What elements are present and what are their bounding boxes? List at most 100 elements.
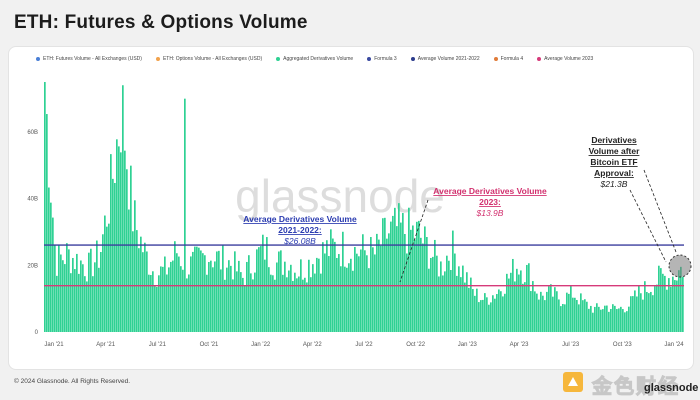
volume-bar (86, 281, 88, 332)
volume-bar (588, 308, 590, 332)
volume-bar (320, 273, 322, 332)
volume-bar (544, 300, 546, 332)
volume-bar (442, 275, 444, 332)
volume-bar (550, 284, 552, 332)
volume-bar (214, 261, 216, 332)
volume-bar (364, 250, 366, 332)
volume-bar (514, 281, 516, 332)
watermark-text: glassnode (235, 170, 445, 222)
volume-bar (412, 225, 414, 332)
volume-bar (182, 269, 184, 332)
volume-bar (104, 215, 106, 332)
volume-bar (54, 245, 56, 332)
volume-bar (288, 270, 290, 332)
volume-bar (650, 291, 652, 332)
volume-bar (272, 275, 274, 332)
volume-bar (566, 292, 568, 332)
legend-item[interactable]: ETH: Options Volume - All Exchanges (USD… (155, 56, 262, 62)
legend-swatch-icon (276, 57, 281, 61)
volume-bar (58, 244, 60, 332)
volume-bar (176, 253, 178, 332)
volume-bar (120, 152, 122, 332)
volume-bar (590, 305, 592, 332)
x-tick-label: Apr '22 (303, 342, 322, 348)
volume-bar (370, 237, 372, 332)
volume-bar (612, 304, 614, 332)
volume-bar (162, 266, 164, 332)
volume-bar (598, 306, 600, 332)
volume-bar (46, 114, 48, 332)
volume-bar (622, 309, 624, 332)
volume-bar (648, 293, 650, 332)
volume-bar (426, 237, 428, 332)
volume-bar (440, 261, 442, 332)
volume-bar (322, 242, 324, 332)
volume-bar (210, 260, 212, 332)
volume-bar (500, 291, 502, 332)
volume-bar (682, 276, 684, 332)
x-tick-label: Oct '21 (200, 342, 219, 348)
volume-bar (656, 284, 658, 332)
volume-bar (486, 297, 488, 332)
legend-item[interactable]: Formula 3 (367, 56, 397, 62)
volume-bar (138, 248, 140, 332)
volume-bar (122, 85, 124, 333)
volume-bar (384, 217, 386, 332)
legend-item[interactable]: Average Volume 2023 (537, 56, 593, 62)
volume-bar (416, 221, 418, 332)
volume-bar (208, 261, 210, 332)
volume-bar (186, 278, 188, 332)
volume-bar (204, 255, 206, 332)
volume-bar (646, 291, 648, 332)
volume-bar (552, 296, 554, 332)
volume-bar (136, 230, 138, 332)
y-tick-label: 40B (27, 197, 38, 203)
volume-bar (164, 256, 166, 332)
volume-bar (666, 289, 668, 332)
volume-bar (640, 293, 642, 332)
volume-bar (216, 251, 218, 332)
volume-bar (126, 169, 128, 332)
volume-bar (584, 299, 586, 332)
legend-swatch-icon (155, 57, 160, 61)
annotation-etf: Approval: (594, 168, 634, 178)
volume-bar (626, 311, 628, 332)
volume-bar (206, 274, 208, 332)
volume-bar (548, 286, 550, 332)
volume-bar (430, 257, 432, 332)
volume-bar (256, 249, 258, 332)
volume-bar (106, 226, 108, 332)
volume-bar (638, 285, 640, 332)
volume-bar (394, 207, 396, 332)
volume-bar (376, 233, 378, 332)
volume-bar (252, 279, 254, 332)
volume-bar (110, 154, 112, 332)
x-tick-label: Oct '22 (406, 342, 425, 348)
volume-bar (522, 283, 524, 332)
legend-item[interactable]: Aggregated Derivatives Volume (276, 56, 353, 62)
volume-bar (212, 267, 214, 332)
legend-label: Formula 4 (500, 56, 524, 62)
volume-bar (400, 222, 402, 332)
annotation-avg-2021-2022: 2021-2022: (278, 225, 322, 235)
legend-item[interactable]: Average Volume 2021-2022 (410, 56, 480, 62)
volume-bar (576, 299, 578, 332)
volume-bar (610, 308, 612, 332)
volume-bar (568, 293, 570, 332)
volume-bar (72, 257, 74, 332)
volume-bar (634, 290, 636, 332)
volume-bar (140, 236, 142, 332)
legend-item[interactable]: ETH: Futures Volume - All Exchanges (USD… (36, 56, 142, 62)
volume-bar (488, 304, 490, 332)
volume-bar (642, 299, 644, 332)
volume-bar (472, 289, 474, 332)
y-tick-label: 60B (27, 130, 38, 136)
volume-bar (542, 295, 544, 332)
legend-item[interactable]: Formula 4 (493, 56, 524, 62)
legend-swatch-icon (410, 57, 415, 61)
volume-bar (428, 268, 430, 332)
volume-bar (658, 265, 660, 332)
volume-bar (230, 265, 232, 332)
volume-bar (304, 277, 306, 332)
volume-bar (64, 264, 66, 332)
